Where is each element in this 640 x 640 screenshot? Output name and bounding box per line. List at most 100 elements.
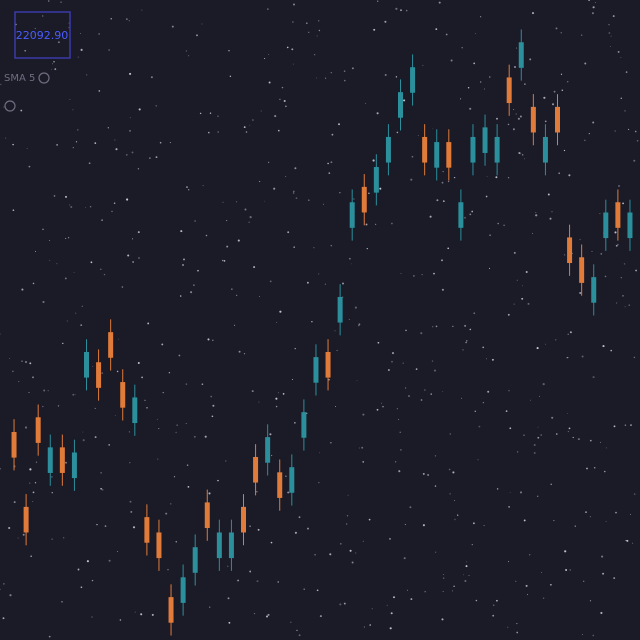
star <box>34 482 37 484</box>
price-box <box>14 11 71 59</box>
settings-icon[interactable] <box>38 72 50 84</box>
star <box>529 58 532 61</box>
star <box>547 193 550 196</box>
star <box>48 635 51 638</box>
star <box>12 209 15 212</box>
star <box>318 482 320 484</box>
star <box>449 433 451 435</box>
star <box>171 25 174 28</box>
star <box>294 167 297 170</box>
collapse-icon[interactable] <box>4 100 16 112</box>
star <box>75 312 77 314</box>
star <box>193 435 196 438</box>
candle-body <box>567 237 573 264</box>
candle-body <box>615 202 621 228</box>
star <box>389 538 391 540</box>
star <box>70 206 73 208</box>
star <box>318 29 321 32</box>
star <box>441 618 444 621</box>
star <box>29 362 32 365</box>
star <box>420 399 423 401</box>
star <box>558 172 561 175</box>
star <box>313 53 316 56</box>
star <box>349 257 351 260</box>
star <box>253 612 256 615</box>
star <box>318 20 320 22</box>
star <box>65 195 67 198</box>
star <box>540 434 542 436</box>
star <box>319 615 322 618</box>
star <box>517 451 519 453</box>
star <box>285 105 287 108</box>
star <box>354 306 357 309</box>
star <box>376 408 379 411</box>
star <box>20 109 23 112</box>
star <box>473 312 476 315</box>
star <box>306 412 308 414</box>
candle-body <box>71 452 77 479</box>
candle-body <box>47 447 53 473</box>
star <box>465 565 468 568</box>
candle-body <box>458 202 464 228</box>
star <box>430 393 432 395</box>
star <box>100 487 102 490</box>
star <box>630 424 632 426</box>
star <box>399 431 401 433</box>
star <box>188 189 190 191</box>
star <box>303 588 305 590</box>
star <box>81 305 84 308</box>
star <box>175 431 177 434</box>
star <box>589 516 591 518</box>
star <box>624 306 626 308</box>
star <box>602 345 605 348</box>
star <box>126 154 128 156</box>
star <box>535 214 538 217</box>
star <box>253 266 256 269</box>
candle-body <box>591 277 597 303</box>
star <box>82 431 84 433</box>
star <box>313 247 315 249</box>
star <box>98 90 101 92</box>
star <box>516 631 519 634</box>
star <box>525 270 528 274</box>
star <box>129 462 131 464</box>
star <box>594 2 596 3</box>
star <box>202 185 204 187</box>
star <box>217 115 219 117</box>
star <box>72 109 74 111</box>
star <box>454 518 456 521</box>
star <box>485 195 488 198</box>
star <box>32 491 35 494</box>
star <box>51 63 53 65</box>
star <box>32 500 34 503</box>
star <box>283 99 286 103</box>
candle-body <box>494 136 500 163</box>
candle-body <box>132 397 138 424</box>
star <box>507 313 510 316</box>
star <box>362 540 364 542</box>
star <box>503 224 505 227</box>
star <box>49 259 51 261</box>
star <box>257 528 260 531</box>
star <box>165 512 168 515</box>
star <box>137 231 140 234</box>
star <box>551 416 554 419</box>
star <box>147 322 150 325</box>
star <box>477 459 479 461</box>
star <box>592 121 595 124</box>
star <box>325 77 327 79</box>
star <box>599 213 601 215</box>
star <box>277 581 279 583</box>
star <box>77 56 79 58</box>
star <box>209 112 212 114</box>
star <box>69 98 71 100</box>
star <box>8 358 10 359</box>
star <box>185 423 187 425</box>
star <box>373 28 376 31</box>
star <box>613 577 616 580</box>
star <box>560 32 562 34</box>
star <box>432 128 434 130</box>
star <box>402 362 404 364</box>
star <box>422 524 425 527</box>
star <box>75 141 78 143</box>
